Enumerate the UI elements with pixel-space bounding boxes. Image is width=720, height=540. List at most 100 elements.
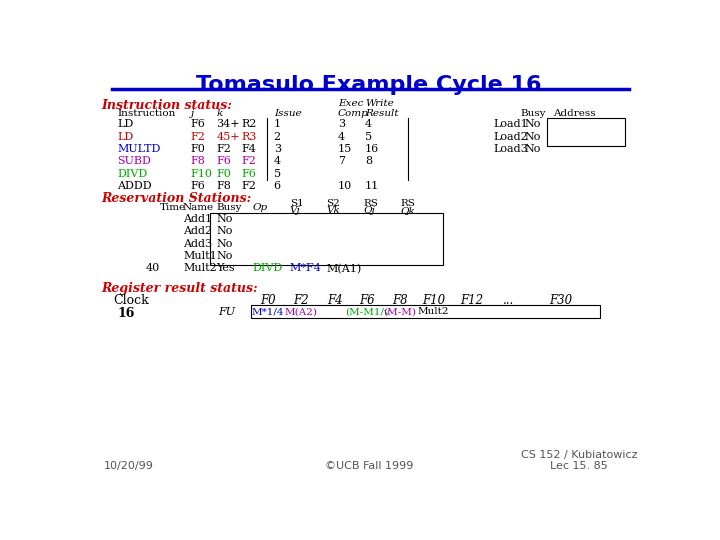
Text: 7: 7 [338, 157, 345, 166]
Text: 5: 5 [365, 132, 372, 142]
Text: F0: F0 [216, 168, 231, 179]
Text: 16: 16 [365, 144, 379, 154]
Text: F4: F4 [327, 294, 343, 307]
Text: (M-M1/v: (M-M1/v [345, 307, 390, 316]
Text: Load1: Load1 [493, 119, 528, 130]
Text: k: k [216, 109, 222, 118]
Bar [210, 213, 443, 265]
Text: DIVD: DIVD [117, 168, 148, 179]
Text: 10/20/99: 10/20/99 [104, 461, 154, 471]
Text: 34+: 34+ [216, 119, 240, 130]
Text: No: No [216, 239, 233, 249]
Text: Busy: Busy [216, 202, 242, 212]
Text: Tomasulo Example Cycle 16: Tomasulo Example Cycle 16 [197, 75, 541, 95]
Text: Busy: Busy [520, 109, 546, 118]
Text: 4: 4 [338, 132, 345, 142]
Text: Add2: Add2 [183, 226, 212, 237]
Text: (M-M): (M-M) [384, 307, 416, 316]
Text: Instruction: Instruction [117, 109, 176, 118]
Text: M(A2): M(A2) [284, 307, 318, 316]
Bar [251, 305, 600, 318]
Text: Register result status:: Register result status: [102, 282, 258, 295]
Text: ADDD: ADDD [117, 181, 152, 191]
Text: Load3: Load3 [493, 144, 528, 154]
Text: F10: F10 [191, 168, 212, 179]
Text: FU: FU [218, 307, 235, 318]
Text: S2: S2 [326, 199, 340, 208]
Text: No: No [216, 214, 233, 224]
Text: Mult1: Mult1 [183, 251, 217, 261]
Text: F8: F8 [392, 294, 408, 307]
Text: F0: F0 [191, 144, 206, 154]
Text: Exec: Exec [338, 99, 364, 109]
Text: M(A1): M(A1) [326, 264, 361, 274]
Text: F10: F10 [422, 294, 445, 307]
Text: Name: Name [183, 202, 214, 212]
Text: F6: F6 [242, 168, 257, 179]
Text: F4: F4 [242, 144, 257, 154]
Text: F2: F2 [293, 294, 309, 307]
Text: M*F4: M*F4 [290, 264, 322, 273]
Text: No: No [216, 226, 233, 237]
Text: Comp: Comp [338, 109, 369, 118]
Text: Qk: Qk [400, 206, 415, 215]
Text: ...: ... [503, 294, 514, 307]
Text: SUBD: SUBD [117, 157, 151, 166]
Text: 4: 4 [365, 119, 372, 130]
Text: Clock: Clock [113, 294, 149, 307]
Text: F12: F12 [460, 294, 483, 307]
Text: M*1/4: M*1/4 [252, 307, 284, 316]
Text: S1: S1 [290, 199, 304, 208]
Text: Write: Write [365, 99, 394, 109]
Text: Issue: Issue [274, 109, 301, 118]
Text: F8: F8 [216, 181, 231, 191]
Text: Load2: Load2 [493, 132, 528, 142]
Text: Vj: Vj [290, 206, 301, 215]
Text: No: No [524, 119, 541, 130]
Text: R2: R2 [242, 119, 257, 130]
Text: F6: F6 [359, 294, 375, 307]
Text: Add1: Add1 [183, 214, 212, 224]
Text: Mult2: Mult2 [418, 307, 449, 316]
Text: F0: F0 [261, 294, 276, 307]
Text: Mult2: Mult2 [183, 264, 217, 273]
Text: Result: Result [365, 109, 399, 118]
Text: Time: Time [160, 202, 186, 212]
Text: ©UCB Fall 1999: ©UCB Fall 1999 [325, 461, 413, 471]
Text: F2: F2 [242, 181, 257, 191]
Text: 4: 4 [274, 157, 281, 166]
Text: 5: 5 [274, 168, 281, 179]
Text: MULTD: MULTD [117, 144, 161, 154]
Text: 6: 6 [274, 181, 281, 191]
Text: CS 152 / Kubiatowicz
Lec 15. 85: CS 152 / Kubiatowicz Lec 15. 85 [521, 450, 637, 471]
Text: j: j [191, 109, 194, 118]
Text: 15: 15 [338, 144, 352, 154]
Text: No: No [524, 132, 541, 142]
Text: F30: F30 [549, 294, 573, 307]
Text: No: No [524, 144, 541, 154]
Text: No: No [216, 251, 233, 261]
Text: F2: F2 [216, 144, 231, 154]
Text: Instruction status:: Instruction status: [102, 99, 233, 112]
Bar [547, 118, 625, 146]
Text: F8: F8 [191, 157, 206, 166]
Text: DIVD: DIVD [253, 264, 283, 273]
Text: F2: F2 [242, 157, 257, 166]
Text: 45+: 45+ [216, 132, 240, 142]
Text: Yes: Yes [216, 264, 235, 273]
Text: LD: LD [117, 132, 133, 142]
Text: Qj: Qj [364, 206, 375, 215]
Text: 8: 8 [365, 157, 372, 166]
Text: 3: 3 [274, 144, 281, 154]
Text: F2: F2 [191, 132, 206, 142]
Text: LD: LD [117, 119, 133, 130]
Text: F6: F6 [191, 181, 206, 191]
Text: Op: Op [253, 202, 268, 212]
Text: RS: RS [364, 199, 379, 208]
Text: Reservation Stations:: Reservation Stations: [102, 192, 252, 205]
Text: 3: 3 [338, 119, 345, 130]
Text: 16: 16 [117, 307, 135, 320]
Text: 40: 40 [145, 264, 160, 273]
Text: RS: RS [400, 199, 415, 208]
Text: Add3: Add3 [183, 239, 212, 249]
